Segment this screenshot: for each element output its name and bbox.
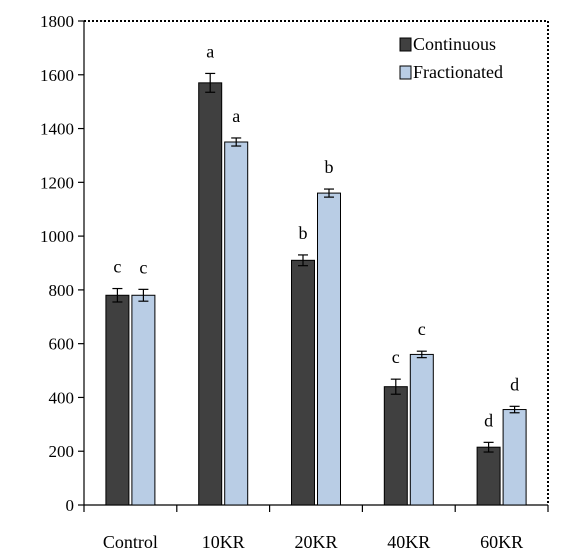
bar-fractionated-20kr xyxy=(317,192,341,506)
x-axis: Control 10KR 20KR 40KR 60KR xyxy=(83,504,549,552)
y-tick-label: 1000 xyxy=(40,227,74,246)
bar-fractionated-control xyxy=(131,294,156,506)
legend-label-fractionated: Fractionated xyxy=(413,62,503,82)
significance-label: c xyxy=(139,257,147,277)
y-axis: 0 200 400 600 800 1000 1200 1400 1600 1800 xyxy=(40,12,85,515)
y-tick-label: 400 xyxy=(49,388,75,407)
significance-label: c xyxy=(392,347,400,367)
legend-label-continuous: Continuous xyxy=(413,34,496,54)
y-tick-label: 1400 xyxy=(40,120,74,139)
significance-label: c xyxy=(113,257,121,277)
significance-label: a xyxy=(206,41,214,61)
y-tick-label: 800 xyxy=(49,281,75,300)
significance-label: b xyxy=(325,157,334,177)
significance-label: c xyxy=(418,319,426,339)
bars-group: c a b c d c a b c d xyxy=(105,41,527,506)
bar-continuous-10kr xyxy=(198,82,223,506)
bar-fractionated-40kr xyxy=(409,353,434,506)
significance-label: d xyxy=(510,374,519,394)
y-tick-label: 0 xyxy=(66,496,75,515)
significance-label: b xyxy=(299,223,308,243)
y-tick-label: 1600 xyxy=(40,66,74,85)
bar-fractionated-10kr xyxy=(224,141,249,506)
x-tick-label: 40KR xyxy=(387,532,430,552)
bar-continuous-20kr xyxy=(291,259,315,506)
x-tick-label: 20KR xyxy=(294,532,337,552)
y-tick-label: 1200 xyxy=(40,173,74,192)
legend: Continuous Fractionated xyxy=(399,34,503,82)
bar-continuous-60kr xyxy=(476,446,501,506)
y-tick-label: 200 xyxy=(49,442,75,461)
y-tick-label: 1800 xyxy=(40,12,74,31)
x-tick-label: 60KR xyxy=(480,532,523,552)
x-tick-label: 10KR xyxy=(202,532,245,552)
plot-frame xyxy=(84,20,549,505)
significance-label: d xyxy=(484,410,493,430)
bar-fractionated-60kr xyxy=(502,409,527,506)
significance-label: a xyxy=(232,106,240,126)
bar-continuous-control xyxy=(105,294,130,506)
x-tick-label: Control xyxy=(103,532,158,552)
legend-swatch-continuous xyxy=(399,37,412,52)
y-tick-label: 600 xyxy=(49,335,75,354)
legend-swatch-fractionated xyxy=(399,65,412,80)
bar-continuous-40kr xyxy=(383,386,408,506)
